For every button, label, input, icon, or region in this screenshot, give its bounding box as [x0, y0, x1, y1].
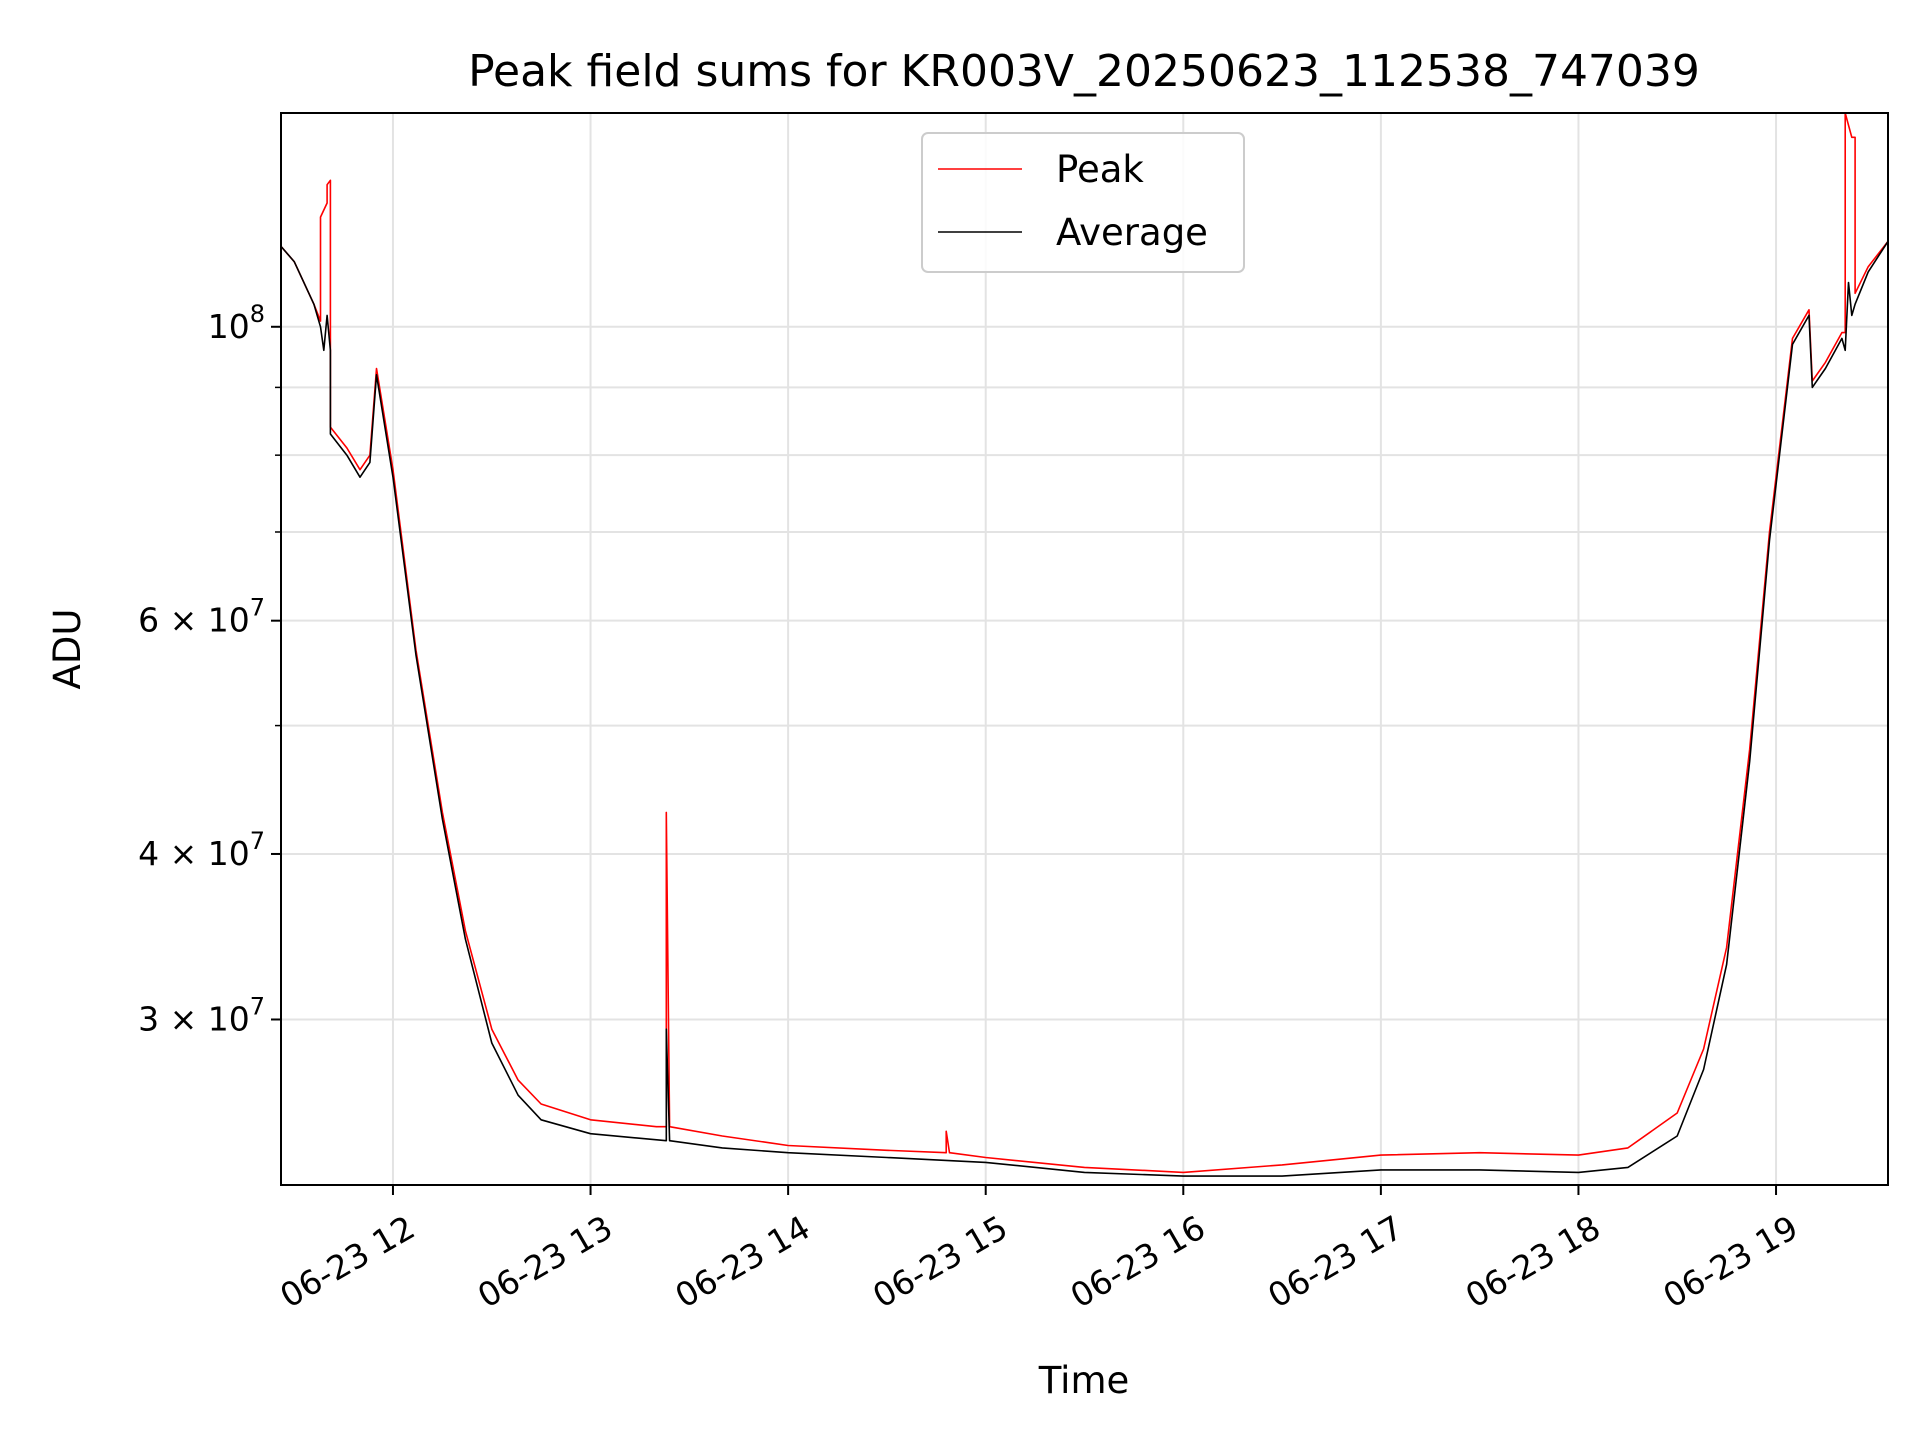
y-tick-exponent: 8: [250, 300, 265, 328]
x-axis-label: Time: [1038, 1359, 1130, 1402]
y-tick-label: 4 × 107: [138, 827, 265, 873]
y-tick-label: 6 × 107: [138, 594, 265, 640]
y-tick-base: 10: [208, 307, 250, 346]
legend: Peak Average: [921, 132, 1245, 273]
y-tick-base: 6 × 10: [138, 601, 250, 640]
y-tick-exponent: 7: [250, 827, 265, 855]
plot-frame: [280, 112, 1889, 1186]
y-tick-label: 108: [208, 300, 265, 346]
legend-label-average: Average: [1056, 211, 1208, 254]
chart-title: Peak field sums for KR003V_20250623_1125…: [468, 46, 1700, 97]
y-tick-base: 4 × 10: [138, 834, 250, 873]
grid: [281, 113, 1888, 1185]
legend-label-peak: Peak: [1056, 148, 1144, 191]
y-tick-label: 3 × 107: [138, 992, 265, 1038]
legend-box: [921, 132, 1245, 273]
series-lines: [280, 112, 1889, 1177]
series-line-average: [280, 240, 1889, 1177]
y-tick-base: 3 × 10: [138, 999, 250, 1038]
y-axis-label: ADU: [46, 609, 89, 690]
y-tick-exponent: 7: [250, 992, 265, 1020]
y-tick-exponent: 7: [250, 594, 265, 622]
